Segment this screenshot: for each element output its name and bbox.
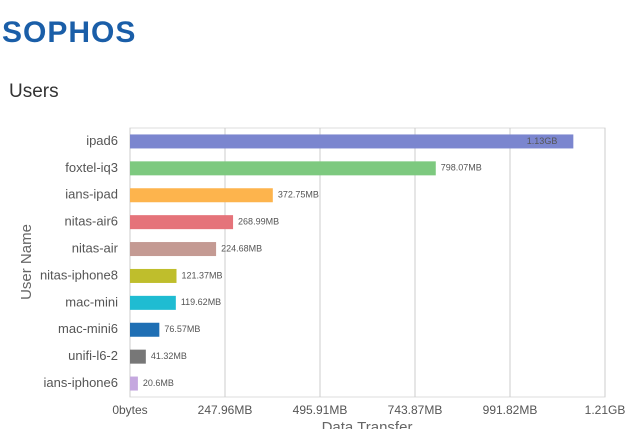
bar xyxy=(130,242,217,257)
x-tick-label: 495.91MB xyxy=(293,403,348,417)
section-title: Users xyxy=(9,81,59,102)
x-tick-label: 743.87MB xyxy=(388,403,443,417)
bar xyxy=(130,215,234,230)
y-tick-label: mac-mini6 xyxy=(58,321,118,336)
value-label: 1.13GB xyxy=(527,136,558,146)
value-label: 268.99MB xyxy=(238,217,279,227)
value-label: 20.6MB xyxy=(143,378,174,388)
bar xyxy=(130,349,146,364)
bar xyxy=(130,134,574,149)
y-tick-label: nitas-air6 xyxy=(65,214,118,229)
y-tick-label: mac-mini xyxy=(65,294,118,309)
value-label: 76.57MB xyxy=(164,324,200,334)
x-tick-label: 0bytes xyxy=(112,403,147,417)
bar xyxy=(130,161,436,176)
x-tick-label: 991.82MB xyxy=(483,403,538,417)
bar xyxy=(130,268,177,283)
value-label: 372.75MB xyxy=(278,190,319,200)
bar xyxy=(130,188,273,203)
bar xyxy=(130,376,138,391)
y-axis-label: User Name xyxy=(18,224,35,300)
value-label: 119.62MB xyxy=(181,297,221,307)
value-label: 121.37MB xyxy=(182,270,223,280)
x-tick-label: 247.96MB xyxy=(198,403,253,417)
value-label: 798.07MB xyxy=(441,163,482,173)
y-tick-label: ipad6 xyxy=(86,133,118,148)
value-label: 224.68MB xyxy=(221,243,262,253)
bar xyxy=(130,295,176,310)
logo: SOPHOS xyxy=(2,16,136,49)
x-axis-label: Data Transfer xyxy=(322,419,413,429)
value-label: 41.32MB xyxy=(151,351,187,361)
y-tick-label: unifi-l6-2 xyxy=(68,348,118,363)
y-tick-label: ians-iphone6 xyxy=(44,375,118,390)
y-tick-label: nitas-air xyxy=(72,240,119,255)
bar xyxy=(130,322,160,337)
y-tick-label: foxtel-iq3 xyxy=(65,160,118,175)
y-tick-label: nitas-iphone8 xyxy=(40,267,118,282)
y-tick-label: ians-ipad xyxy=(65,187,118,202)
x-tick-label: 1.21GB xyxy=(585,403,626,417)
